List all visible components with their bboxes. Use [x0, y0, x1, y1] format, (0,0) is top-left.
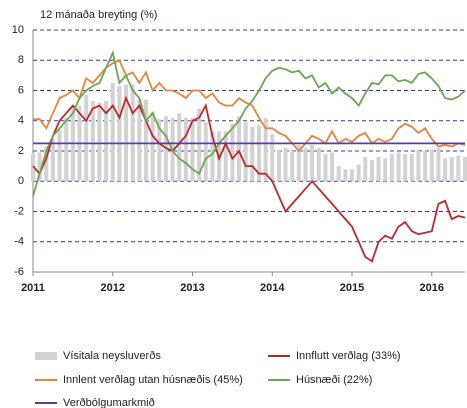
bar: [363, 157, 368, 182]
bar: [356, 164, 361, 182]
y-tick-label: -6: [14, 266, 24, 278]
x-tick-label: 2011: [21, 282, 45, 294]
legend-label: Innlent verðlag utan húsnæðis (45%): [63, 374, 243, 386]
bar: [31, 154, 35, 182]
bar: [243, 122, 248, 182]
bar: [130, 84, 135, 182]
bar: [323, 154, 328, 182]
bar: [276, 149, 281, 182]
x-tick-label: 2016: [420, 282, 444, 294]
legend-swatch: [35, 352, 57, 360]
bar: [64, 117, 69, 182]
bar: [183, 117, 188, 182]
bar: [283, 147, 288, 182]
bar: [104, 101, 109, 182]
bar: [296, 144, 301, 182]
bar: [137, 99, 142, 182]
bar: [250, 126, 255, 182]
bar: [37, 152, 42, 182]
y-tick-label: 4: [18, 115, 24, 127]
bar: [50, 138, 55, 182]
y-tick-label: -2: [14, 205, 24, 217]
bar: [429, 149, 434, 182]
bar: [237, 116, 242, 182]
bar: [157, 119, 162, 182]
bar: [143, 99, 148, 182]
bar: [290, 151, 295, 182]
y-tick-label: 0: [18, 175, 24, 187]
bar: [124, 84, 129, 182]
bar: [190, 117, 195, 182]
bar: [389, 154, 394, 182]
bar: [230, 123, 235, 182]
y-tick-label: 2: [18, 145, 24, 157]
x-tick-label: 2012: [101, 282, 125, 294]
bar: [90, 101, 95, 182]
bar: [223, 131, 228, 182]
bar: [396, 152, 401, 182]
legend-label: Húsnæði (22%): [296, 374, 372, 386]
bar: [303, 147, 308, 182]
y-tick-label: 6: [18, 84, 24, 96]
bar: [150, 111, 155, 182]
y-tick-label: 8: [18, 54, 24, 66]
bar: [336, 166, 341, 182]
bar: [57, 129, 62, 182]
bar: [330, 152, 335, 182]
bar: [369, 160, 374, 182]
bar: [436, 147, 441, 182]
chart-title: 12 mánaða breyting (%): [40, 9, 157, 21]
bar: [443, 158, 448, 182]
bar: [423, 151, 428, 182]
bar: [383, 158, 388, 182]
bar: [97, 102, 102, 182]
legend-label: Innflutt verðlag (33%): [296, 350, 401, 362]
bar: [203, 122, 208, 182]
bar: [310, 144, 315, 182]
bar: [463, 157, 467, 182]
bar: [449, 157, 454, 182]
bar: [343, 169, 348, 182]
bar: [84, 95, 89, 182]
bar: [416, 151, 421, 182]
legend-label: Vísitala neysluverðs: [63, 350, 161, 362]
line: [32, 95, 466, 263]
bar: [270, 134, 275, 182]
bar: [456, 155, 461, 182]
bar: [409, 154, 414, 182]
bar: [117, 85, 122, 182]
bar: [376, 157, 381, 182]
bar: [177, 113, 182, 182]
bar: [403, 154, 408, 182]
x-tick-label: 2013: [180, 282, 204, 294]
bar: [110, 82, 115, 182]
bar: [256, 125, 261, 182]
y-tick-label: -4: [14, 236, 24, 248]
bar: [350, 169, 355, 182]
bar: [197, 108, 202, 182]
y-tick-label: 10: [12, 24, 24, 36]
bar: [316, 147, 321, 182]
legend-label: Verðbólgumarkmið: [63, 397, 155, 408]
bar: [44, 146, 49, 182]
line: [32, 49, 466, 197]
bar: [210, 131, 215, 182]
bar: [263, 117, 268, 182]
x-tick-label: 2015: [340, 282, 364, 294]
x-tick-label: 2014: [260, 282, 285, 294]
